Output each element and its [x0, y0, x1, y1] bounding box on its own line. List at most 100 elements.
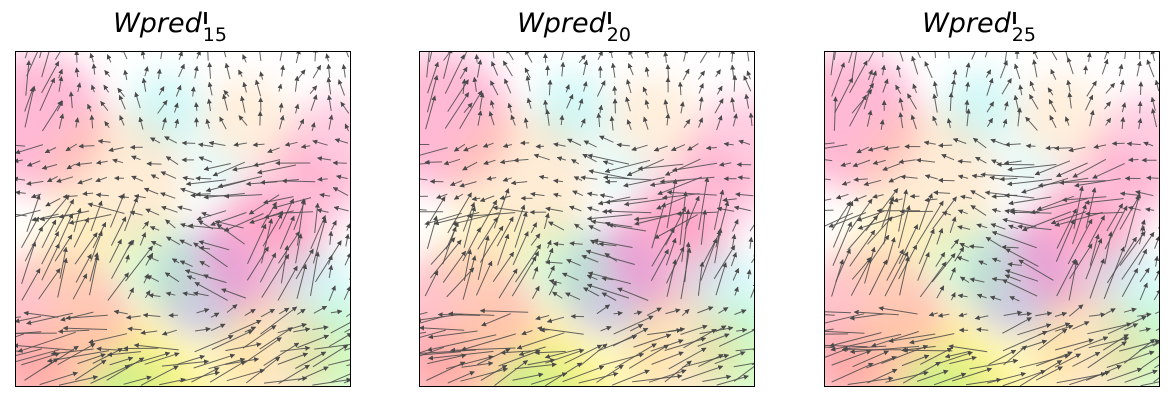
vector-arrow — [737, 175, 750, 181]
vector-arrow — [186, 275, 196, 280]
vector-arrow — [420, 329, 446, 338]
vector-arrow — [194, 326, 211, 332]
vector-arrow — [749, 224, 754, 232]
vector-arrow — [1066, 57, 1074, 75]
vector-arrow — [566, 93, 574, 109]
vector-arrow — [831, 62, 845, 97]
vector-arrow — [483, 159, 496, 166]
vector-arrow — [881, 344, 929, 364]
vector-arrow — [328, 264, 334, 279]
vector-arrow — [164, 136, 178, 144]
vector-arrow — [340, 101, 350, 114]
vector-arrow — [198, 240, 230, 251]
vector-arrow — [849, 60, 868, 94]
vector-arrow — [988, 349, 1017, 366]
vector-arrow — [127, 326, 142, 332]
vector-arrow — [917, 251, 930, 281]
vector-arrow — [16, 348, 43, 357]
vector-arrow — [195, 191, 211, 197]
vector-arrow — [831, 349, 872, 366]
vector-arrow — [581, 254, 599, 263]
vector-arrow — [582, 59, 589, 76]
vector-arrow — [700, 238, 718, 281]
vector-arrow — [280, 345, 311, 352]
vector-arrow — [842, 345, 887, 351]
vector-arrow — [295, 52, 301, 64]
vector-arrow — [125, 314, 141, 320]
vector-arrow — [185, 179, 226, 187]
vector-arrow — [510, 114, 516, 126]
vector-arrow — [310, 122, 316, 132]
vector-arrow — [900, 174, 918, 180]
vector-arrow — [161, 329, 177, 336]
vector-arrow — [628, 344, 670, 369]
vector-arrow — [1064, 116, 1070, 126]
vector-arrow — [317, 176, 328, 182]
vector-arrow — [1083, 65, 1089, 75]
vector-arrow — [1005, 248, 1039, 267]
vector-arrow — [118, 94, 126, 110]
vector-arrow — [736, 327, 748, 333]
vector-arrow — [825, 344, 868, 348]
vector-arrow — [1017, 323, 1052, 336]
title-base: Wpred — [922, 8, 1011, 39]
vector-arrow — [556, 156, 567, 162]
vector-arrow — [113, 309, 128, 315]
vector-arrow — [743, 75, 752, 92]
vector-arrow — [160, 52, 163, 60]
plot-area — [419, 51, 755, 387]
vector-arrow — [74, 67, 80, 78]
vector-arrow — [902, 361, 941, 384]
vector-arrow — [580, 118, 586, 128]
vector-arrow — [424, 270, 439, 297]
vector-arrow — [257, 164, 297, 175]
vector-arrow — [697, 333, 730, 347]
vector-arrow — [565, 84, 570, 93]
vector-arrow — [1018, 84, 1024, 96]
vector-arrow — [631, 144, 648, 152]
title-subscript: 20 — [606, 23, 631, 46]
vector-arrow — [330, 322, 350, 334]
vector-arrow — [346, 52, 350, 58]
vector-arrow — [649, 179, 686, 188]
vector-arrow — [966, 377, 1002, 386]
vector-arrow — [1008, 196, 1052, 206]
vector-arrow — [343, 285, 350, 300]
vector-arrow — [1056, 162, 1088, 178]
vector-arrow — [1054, 145, 1072, 151]
color-blob — [592, 140, 652, 201]
vector-arrow — [936, 227, 944, 245]
vector-arrow — [41, 100, 63, 132]
vector-arrow — [924, 174, 938, 180]
vector-arrow — [863, 70, 877, 110]
vector-arrow — [625, 96, 631, 112]
vector-arrow — [479, 195, 495, 202]
vector-arrow — [140, 52, 146, 60]
vector-arrow — [951, 367, 993, 382]
vector-arrow — [1137, 117, 1143, 129]
vector-arrow — [1003, 345, 1027, 366]
vector-arrow — [1105, 117, 1112, 126]
vector-arrow — [587, 206, 599, 212]
vector-arrow — [1054, 211, 1103, 227]
vector-arrow — [603, 175, 652, 181]
vector-arrow — [985, 236, 1002, 248]
vector-arrow — [328, 285, 336, 302]
vector-arrow — [194, 335, 234, 353]
vector-arrow — [159, 377, 186, 386]
vector-arrow — [461, 361, 494, 368]
vector-arrow — [481, 313, 511, 327]
title-superscript: l — [202, 9, 209, 29]
vector-arrow — [333, 205, 349, 212]
vector-arrow — [1056, 208, 1077, 249]
vector-arrow — [825, 209, 834, 211]
vector-arrow — [847, 215, 879, 251]
vector-arrow — [663, 99, 669, 114]
vector-arrow — [462, 161, 478, 171]
vector-arrow — [950, 292, 956, 301]
vector-arrow — [933, 190, 951, 196]
vector-arrow — [864, 246, 876, 284]
vector-arrow — [750, 253, 754, 264]
vector-arrow — [1019, 359, 1063, 386]
vector-arrow — [443, 158, 461, 166]
